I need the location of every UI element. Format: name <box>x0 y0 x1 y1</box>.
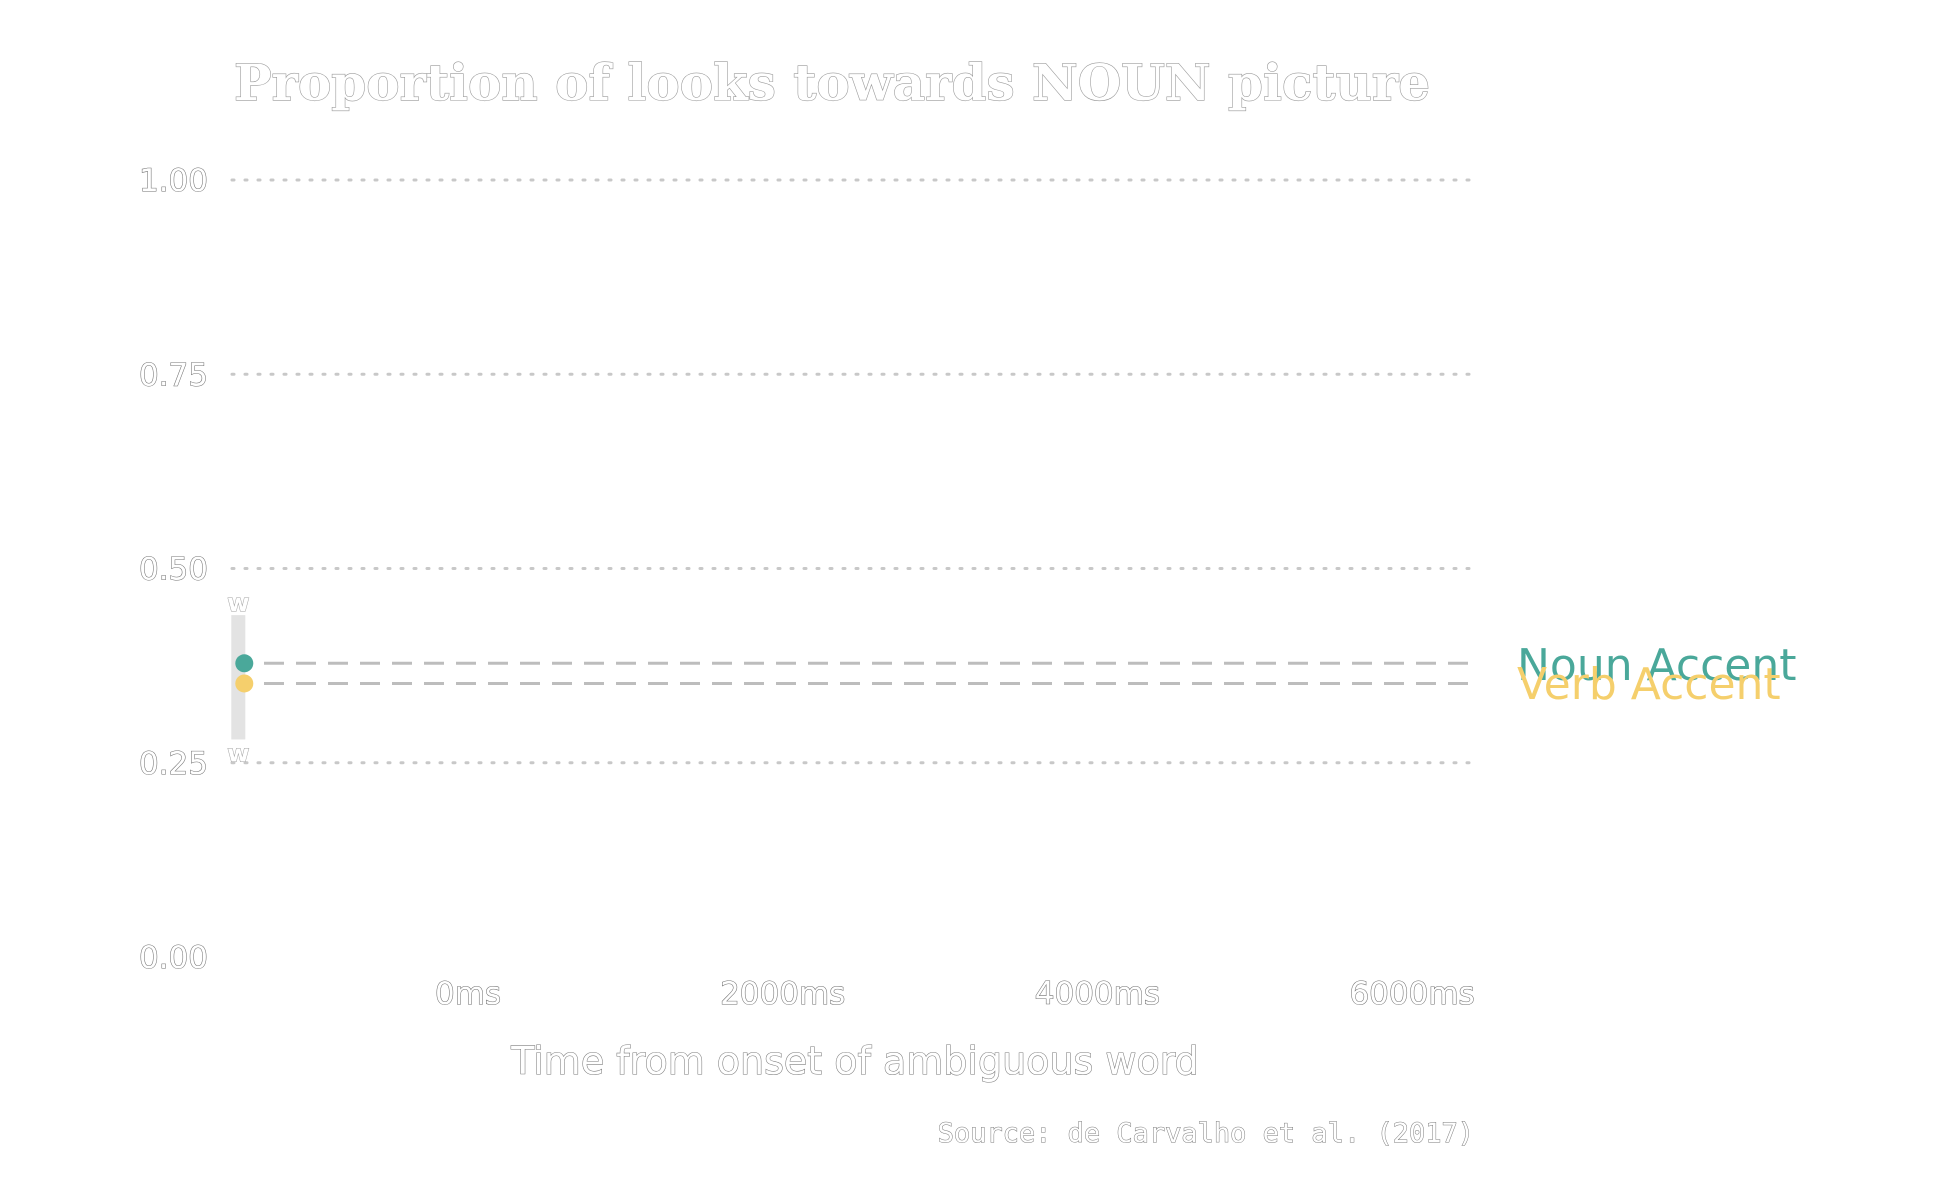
y-axis-ticks: 0.00 0.25 0.50 0.75 1.00 <box>138 162 208 976</box>
y-tick-label: 0.75 <box>139 357 208 393</box>
chart-title: Proportion of looks towards NOUN picture <box>234 53 1430 112</box>
y-tick-label: 0.25 <box>139 746 208 782</box>
x-axis-ticks: 0ms 2000ms 4000ms 6000ms <box>434 975 1475 1012</box>
series-label: Verb Accent <box>1517 659 1781 710</box>
data-marks: ww <box>227 589 254 768</box>
x-tick-label: 4000ms <box>1035 976 1160 1012</box>
x-tick-label: 2000ms <box>720 976 845 1012</box>
chart-caption: Source: de Carvalho et al. (2017) <box>938 1118 1474 1149</box>
x-tick-label: 0ms <box>435 976 501 1012</box>
y-tick-label: 1.00 <box>139 163 208 199</box>
error-bar-cap-top: w <box>227 589 249 617</box>
reference-lines <box>232 661 1475 685</box>
gridlines <box>230 178 1477 765</box>
x-axis-title: Time from onset of ambiguous word <box>510 1039 1199 1083</box>
x-tick-label: 6000ms <box>1349 976 1474 1012</box>
data-point <box>235 654 254 673</box>
series-label: Noun Accent <box>1517 640 1797 691</box>
error-bar-cap-bottom: w <box>227 739 249 767</box>
y-tick-label: 0.00 <box>139 940 208 976</box>
y-tick-label: 0.50 <box>139 552 208 588</box>
data-point <box>235 674 254 693</box>
